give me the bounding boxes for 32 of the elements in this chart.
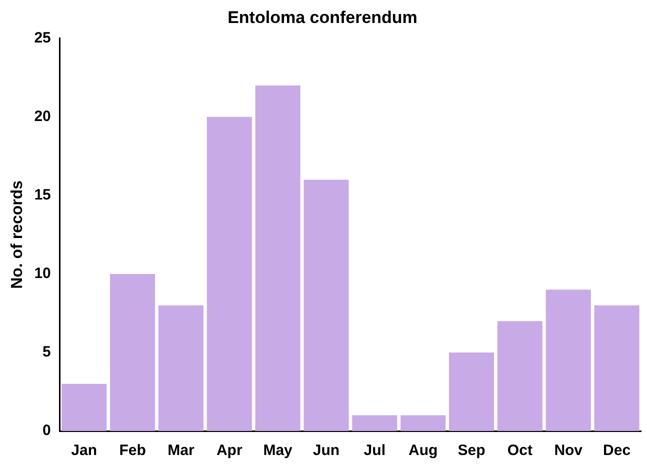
x-tick-label: Oct — [507, 442, 532, 460]
x-tick-label: Jan — [71, 442, 98, 460]
y-axis-title: No. of records — [9, 180, 26, 289]
bar — [594, 305, 640, 431]
x-tick-label: Feb — [119, 442, 146, 460]
y-tick-label: 20 — [34, 108, 51, 126]
x-tick-label: Sep — [458, 442, 486, 460]
bar — [448, 352, 494, 431]
y-tick-label: 25 — [34, 30, 51, 47]
bar — [110, 274, 156, 431]
y-tick-label: 10 — [34, 265, 51, 282]
x-tick-label: May — [263, 442, 294, 460]
x-tick-label: Dec — [603, 442, 631, 460]
x-tick-label: Aug — [408, 442, 438, 460]
x-tick-label: Nov — [554, 442, 584, 460]
bar — [62, 384, 107, 431]
x-tick-label: Jul — [364, 442, 386, 460]
x-tick-label: Jun — [312, 442, 340, 460]
bar — [497, 321, 542, 431]
chart-title: Entoloma conferendum — [228, 8, 418, 27]
bar — [352, 415, 398, 431]
x-tick-label: Apr — [216, 442, 242, 460]
y-tick-label: 0 — [42, 422, 51, 440]
x-tick-label: Mar — [168, 442, 194, 460]
y-tick-label: 15 — [34, 186, 51, 204]
bar — [546, 290, 591, 431]
bar — [158, 305, 204, 431]
y-tick-label: 5 — [42, 344, 51, 361]
bar — [304, 180, 349, 431]
bar — [400, 415, 446, 431]
bar — [206, 116, 252, 431]
bar — [255, 86, 300, 431]
